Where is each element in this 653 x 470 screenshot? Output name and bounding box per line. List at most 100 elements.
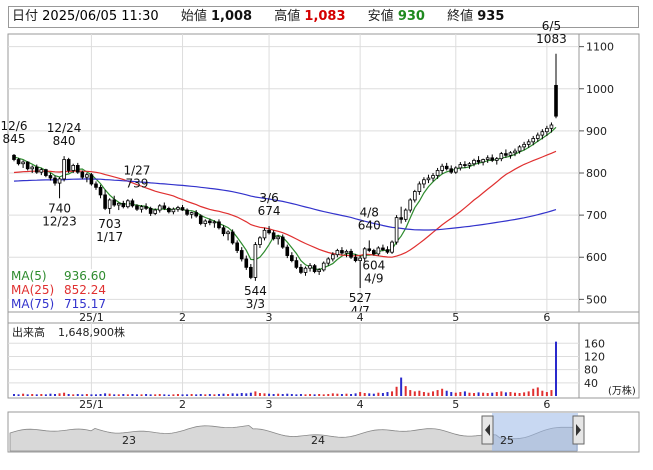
- ma-legend-bg: [9, 297, 107, 311]
- x-tick-label: 5: [452, 311, 459, 324]
- candle-body: [135, 205, 139, 210]
- volume-bar: [172, 394, 175, 396]
- x-axis-ticks-bottom: 25/1 2 3 4 5 6: [79, 398, 550, 411]
- candle-body: [549, 124, 554, 129]
- candle-body: [453, 167, 458, 173]
- volume-bar: [268, 393, 271, 396]
- price-annotation: 4/8: [360, 205, 379, 219]
- volume-bar: [204, 394, 207, 396]
- price-annotation: 739: [126, 177, 149, 191]
- price-axis-area: [578, 33, 640, 313]
- candle-body: [535, 134, 540, 139]
- volume-bar: [477, 392, 480, 396]
- candle-body: [504, 153, 508, 156]
- volume-bar: [145, 394, 148, 396]
- volume-bar: [277, 393, 280, 396]
- candle-body: [449, 168, 454, 173]
- ma-legend: MA(5) 936.60 MA(25) 852.24 MA(75) 715.17: [9, 269, 107, 311]
- candle-body: [66, 159, 71, 171]
- volume-bar: [313, 394, 316, 396]
- volume-bar: [345, 393, 348, 396]
- volume-tick-label: 40: [584, 377, 598, 390]
- volume-bar: [450, 392, 453, 396]
- candle-body: [162, 205, 167, 209]
- price-tick-label: 1000: [586, 83, 614, 96]
- volume-bar: [432, 391, 435, 396]
- candle-body: [362, 248, 367, 259]
- candle-body: [176, 207, 180, 210]
- candle-body: [367, 248, 372, 251]
- volume-bar: [482, 392, 485, 396]
- volume-bar: [372, 393, 375, 396]
- volume-bar: [327, 394, 330, 396]
- volume-bar: [149, 394, 152, 396]
- candle-body: [540, 131, 545, 136]
- volume-bar: [227, 394, 230, 396]
- moving-average-lines: [13, 126, 557, 271]
- volume-bar: [514, 392, 517, 396]
- volume-bar: [126, 394, 129, 396]
- candle-body: [267, 229, 271, 234]
- navigator-selection[interactable]: [492, 413, 578, 451]
- volume-bar: [413, 391, 416, 396]
- volume-bar: [167, 394, 170, 396]
- candle-body: [312, 265, 317, 272]
- price-axis-ticks: 1100 1000 900 800 700 600 500: [579, 41, 614, 306]
- candle-body: [276, 236, 280, 240]
- volume-bar: [44, 394, 47, 396]
- volume-bar: [509, 392, 512, 396]
- candle-body: [531, 138, 536, 143]
- volume-axis-area: [578, 322, 640, 399]
- volume-label: 出来高: [12, 325, 45, 339]
- volume-bar: [181, 394, 184, 396]
- ma-legend-label: MA(75): [11, 297, 54, 311]
- price-annotation: 840: [53, 134, 76, 148]
- price-annotation: 12/24: [47, 121, 82, 135]
- volume-bar: [532, 388, 535, 396]
- low-label: 安値: [367, 9, 394, 24]
- volume-bar: [304, 394, 307, 396]
- volume-bar: [418, 390, 421, 396]
- candle-body: [485, 157, 490, 160]
- volume-grid: [8, 323, 579, 398]
- candle-body: [48, 175, 53, 179]
- price-annotation: 544: [244, 284, 267, 298]
- candle-body: [331, 254, 335, 260]
- volume-bar: [213, 394, 216, 396]
- volume-bar: [445, 390, 448, 396]
- navigator-right-handle[interactable]: [572, 415, 585, 445]
- volume-bar: [199, 394, 202, 396]
- volume-bar: [40, 394, 43, 396]
- volume-bar: [309, 394, 312, 396]
- candle-body: [94, 183, 98, 188]
- ma-legend-value: 852.24: [64, 283, 106, 297]
- candle-body: [417, 183, 422, 192]
- candle-body: [381, 247, 385, 251]
- candle-body: [376, 247, 381, 255]
- candle-body: [408, 199, 413, 211]
- volume-bar: [363, 393, 366, 396]
- candle-body: [221, 227, 226, 235]
- volume-bar: [354, 393, 357, 396]
- candle-body: [403, 209, 408, 220]
- volume-bar: [386, 392, 389, 396]
- price-header: 日付 2025/06/05 11:30 始値 1,008 高値 1,083 安値…: [8, 6, 639, 28]
- candle-body: [89, 174, 94, 185]
- volume-bar: [391, 391, 394, 396]
- volume-bar: [468, 392, 471, 396]
- volume-bar: [131, 394, 134, 396]
- candle-body: [57, 178, 62, 184]
- x-tick-label-bottom: 3: [266, 398, 273, 411]
- candle-body: [153, 209, 158, 214]
- x-tick-label: 3: [266, 311, 273, 324]
- volume-bar: [473, 393, 476, 396]
- navigator-left-handle[interactable]: [481, 415, 494, 445]
- candle-body: [476, 159, 481, 163]
- candle-body: [481, 159, 485, 163]
- volume-bar: [359, 392, 362, 396]
- candle-body: [80, 171, 85, 178]
- volume-bar: [258, 393, 261, 396]
- candle-body: [444, 165, 449, 170]
